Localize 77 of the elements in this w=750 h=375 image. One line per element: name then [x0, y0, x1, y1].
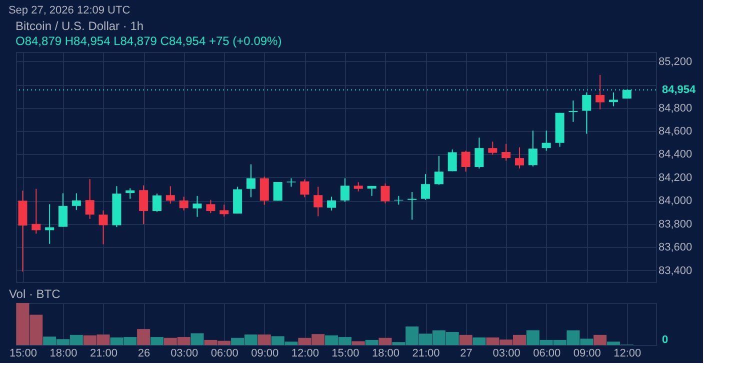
y-tick-label: 83,600	[658, 242, 692, 254]
candlestick	[568, 100, 578, 122]
bar	[258, 334, 271, 345]
bar	[378, 338, 392, 345]
candlestick	[72, 192, 81, 210]
x-tick-label: 12:00	[614, 348, 642, 360]
x-tick-label: 09:00	[251, 348, 279, 360]
x-tick-label: 21:00	[412, 348, 440, 360]
candlestick	[220, 204, 229, 217]
y-tick-label: 84,800	[658, 102, 692, 114]
bar	[137, 329, 150, 345]
bar	[472, 337, 486, 345]
candlestick	[596, 74, 605, 110]
candlestick	[206, 199, 216, 214]
x-tick-label: 21:00	[90, 348, 118, 360]
candlestick	[327, 196, 336, 211]
candlestick	[488, 141, 498, 156]
x-tick-label: 12:00	[291, 348, 319, 360]
candlestick	[152, 193, 162, 212]
candlestick	[608, 92, 618, 107]
y-tick-label: 84,000	[658, 195, 692, 208]
x-tick-label: 15:00	[332, 348, 360, 360]
candlestick	[434, 155, 444, 186]
candlestick	[528, 130, 538, 167]
candlestick	[408, 191, 417, 220]
bar	[459, 334, 472, 345]
bar	[352, 341, 365, 345]
ref-line-label: 84,954	[662, 84, 697, 96]
candlestick	[126, 188, 135, 200]
y-tick-label: 84,600	[658, 125, 692, 138]
candlestick	[448, 148, 457, 172]
x-tick-label: 26	[138, 348, 150, 360]
bar	[594, 334, 607, 345]
y-tick-label: 83,800	[658, 218, 692, 230]
x-tick-label: 03:00	[492, 348, 520, 360]
x-tick-label: 09:00	[573, 348, 601, 360]
x-tick-label: 15:00	[9, 348, 37, 360]
chart-title: Vol · BTC	[8, 287, 61, 301]
candlestick	[340, 178, 350, 202]
x-tick-label: 06:00	[210, 348, 238, 360]
chart-subtitle: O84,879 H84,954 L84,879 C84,954 +75 (+0.09%)	[16, 34, 282, 48]
y-tick-label: 84,400	[658, 148, 692, 161]
y-tick-label: 85,200	[658, 56, 692, 68]
candlestick	[260, 176, 269, 206]
candlestick	[192, 195, 202, 218]
candlestick	[582, 92, 592, 134]
candlestick	[421, 174, 430, 200]
candlestick	[246, 164, 256, 198]
x-tick-label: 03:00	[170, 348, 198, 360]
candlestick	[98, 210, 108, 245]
candlestick	[514, 146, 524, 170]
bar	[190, 333, 204, 345]
candlestick	[58, 192, 68, 228]
text: 0	[662, 334, 668, 346]
candlestick	[502, 143, 511, 162]
y-tick-label: 84,200	[658, 172, 692, 184]
candlestick	[461, 150, 470, 172]
x-tick-label: 06:00	[533, 348, 561, 360]
candlestick	[354, 182, 363, 192]
x-tick-label: 27	[460, 348, 472, 360]
chart-title: Bitcoin / U.S. Dollar · 1h	[16, 19, 144, 33]
x-tick-label: 18:00	[50, 348, 78, 360]
candlestick	[474, 137, 484, 170]
candlestick	[380, 182, 390, 204]
text: Sep 27, 2026 12:09 UTC	[8, 4, 130, 16]
candlestick	[314, 186, 323, 217]
candlestick	[179, 196, 188, 211]
candlestick	[32, 188, 41, 234]
candlestick	[300, 178, 310, 198]
candlestick	[139, 184, 148, 225]
bar	[150, 337, 164, 345]
candlestick	[166, 186, 175, 204]
x-tick-label: 18:00	[372, 348, 400, 360]
candlestick	[542, 130, 551, 152]
y-tick-label: 83,400	[658, 264, 692, 277]
bar	[365, 340, 378, 345]
candlestick	[85, 178, 94, 220]
